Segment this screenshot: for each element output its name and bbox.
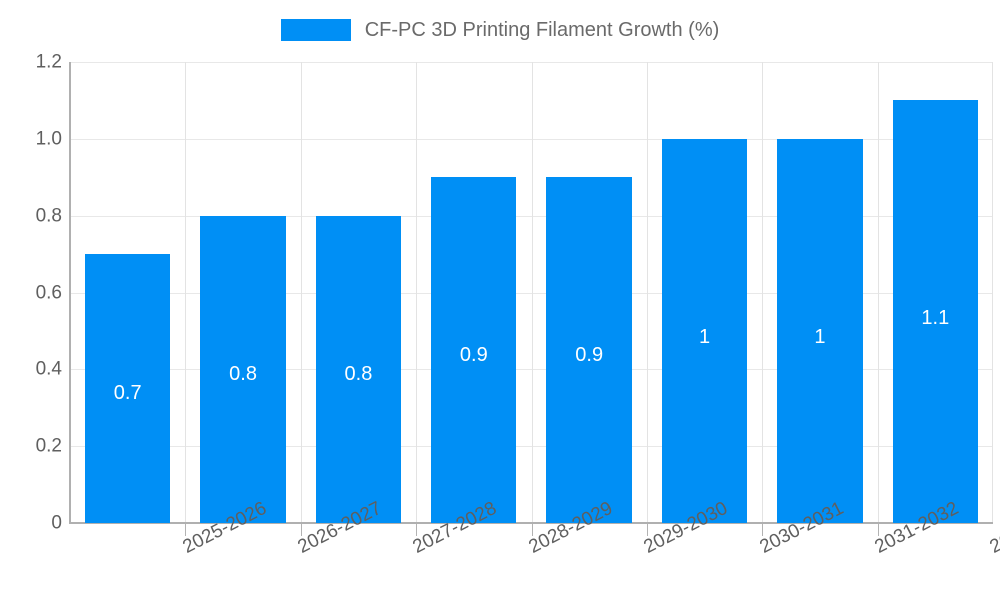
y-axis-tick-label: 1.2 xyxy=(35,51,62,73)
gridline-horizontal xyxy=(70,446,993,448)
y-axis-tick-label: 0.4 xyxy=(35,358,62,380)
y-axis-tick-label: 0.6 xyxy=(35,282,62,303)
bar[interactable]: 0.8 xyxy=(315,215,402,523)
gridline-horizontal xyxy=(70,369,993,371)
gridline-horizontal xyxy=(70,138,993,140)
bar[interactable]: 0.9 xyxy=(546,177,632,523)
x-axis-tick-label: 2026-2027 xyxy=(294,497,386,558)
x-axis-tick-mark xyxy=(416,524,417,536)
gridline-vertical xyxy=(647,62,648,523)
y-axis-tick-label: 0.2 xyxy=(35,435,62,457)
legend-color-swatch[interactable] xyxy=(280,19,351,41)
gridline-vertical xyxy=(878,62,879,523)
y-axis-tick-label: 0 xyxy=(51,512,62,534)
x-axis-tick-label: 2029-2030 xyxy=(640,497,732,558)
chart-legend: CF-PC 3D Printing Filament Growth (%) xyxy=(0,10,1000,50)
x-axis-tick-mark xyxy=(185,524,186,536)
gridline-vertical xyxy=(301,62,302,523)
gridline-vertical xyxy=(532,62,533,523)
x-axis-tick-mark xyxy=(762,524,763,536)
y-axis-tick-label: 1.0 xyxy=(35,128,62,150)
gridline-horizontal xyxy=(70,292,993,294)
x-axis-tick-mark xyxy=(878,524,879,536)
bar[interactable]: 1.1 xyxy=(892,100,978,523)
gridline-horizontal xyxy=(70,215,993,217)
x-axis-tick-mark xyxy=(647,524,648,536)
bar[interactable]: 1 xyxy=(777,138,863,523)
y-axis-tick-label: 0.8 xyxy=(35,205,62,227)
x-axis-tick-mark xyxy=(301,524,302,536)
x-axis-tick-label: 2025-2026 xyxy=(179,497,270,558)
gridline-vertical xyxy=(762,62,763,523)
y-axis-tick-labels: 0 0.2 0.4 0.6 0.8 1.0 1.2 xyxy=(0,0,62,600)
gridline-vertical xyxy=(416,62,417,523)
bar[interactable]: 0.8 xyxy=(200,215,286,523)
gridline-horizontal xyxy=(70,62,993,63)
x-axis-tick-label: 2032-2033 xyxy=(986,497,1000,558)
x-axis-tick-label: 2030-2031 xyxy=(756,497,847,558)
x-axis-tick-label: 2027-2028 xyxy=(409,497,501,558)
x-axis-tick-mark xyxy=(532,524,533,536)
y-axis-line xyxy=(69,62,71,524)
x-axis-line xyxy=(69,522,993,524)
x-axis-tick-label: 2028-2029 xyxy=(525,497,616,558)
legend-label[interactable]: CF-PC 3D Printing Filament Growth (%) xyxy=(364,19,720,41)
plot-right-border xyxy=(992,62,993,523)
gridline-vertical xyxy=(185,62,186,523)
x-axis-tick-label: 2031-2032 xyxy=(871,497,962,558)
